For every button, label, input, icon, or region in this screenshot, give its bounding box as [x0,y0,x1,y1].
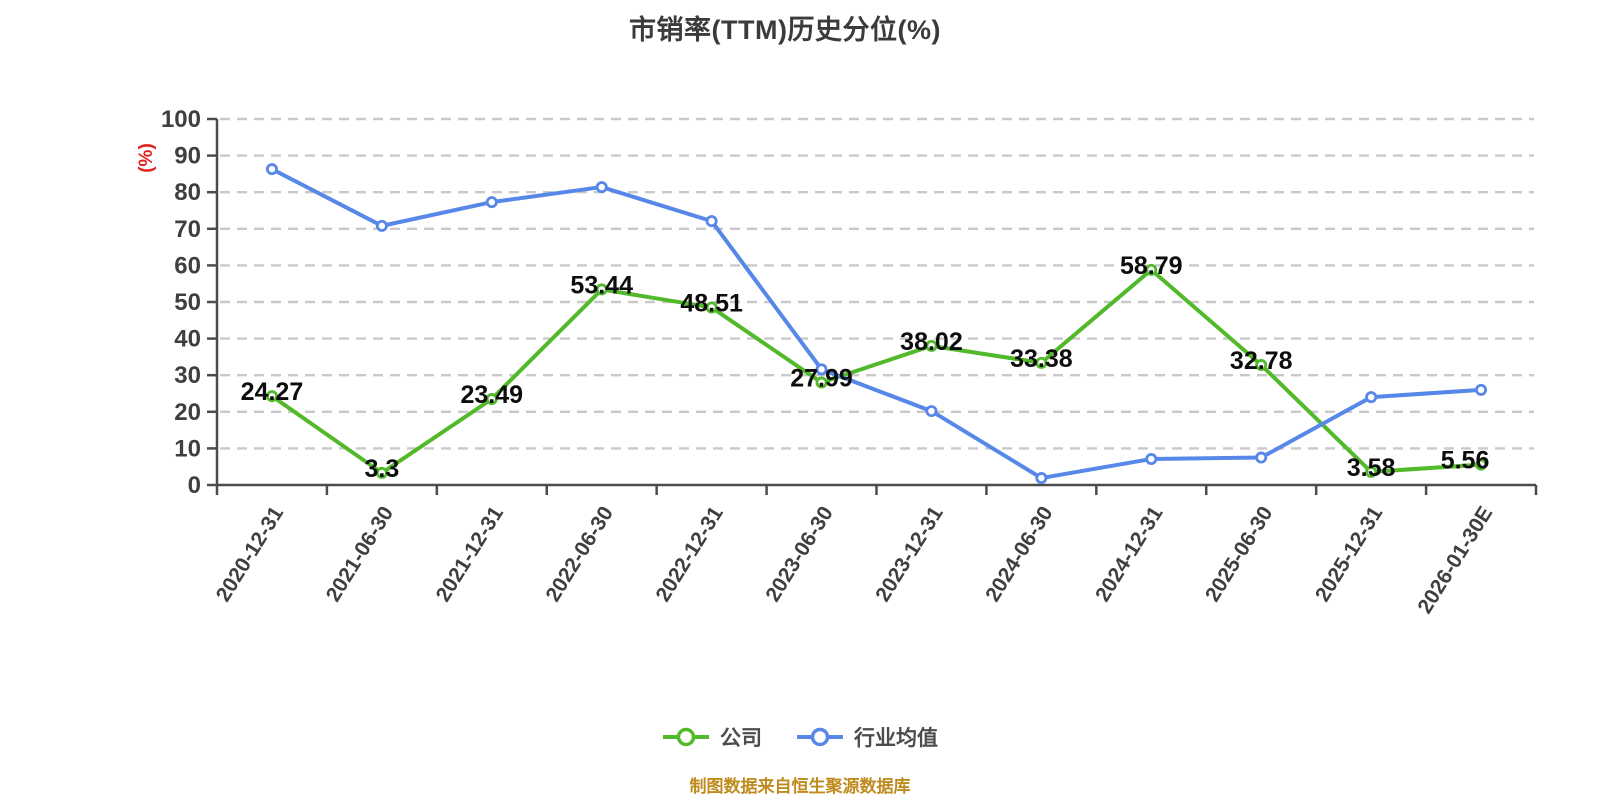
y-axis-tick-label: 40 [174,326,201,353]
y-axis-tick-label: 50 [174,289,201,316]
chart-title: 市销率(TTM)历史分位(%) [629,15,941,45]
data-point-label: 53.44 [570,271,633,299]
y-axis-tick-label: 100 [161,106,201,133]
x-axis-tick-label: 2022-06-30 [542,502,618,605]
data-point-marker[interactable] [375,219,388,232]
data-point-marker[interactable] [485,393,498,406]
data-point-marker[interactable] [925,405,938,418]
y-axis-tick-label: 0 [188,472,201,499]
data-point-label: 48.51 [680,289,743,317]
x-axis-tick-label: 2026-01-30E [1413,502,1497,617]
data-point-marker[interactable] [595,283,608,296]
x-axis-tick-label: 2023-06-30 [761,502,837,605]
data-point-marker[interactable] [1145,453,1158,466]
x-axis-tick-label: 2024-12-31 [1091,502,1168,606]
data-point-marker[interactable] [1255,359,1268,372]
data-point-marker[interactable] [1035,472,1048,485]
data-point-marker[interactable] [485,196,498,209]
x-axis-tick-label: 2020-12-31 [212,502,289,606]
data-point-marker[interactable] [1365,391,1378,404]
y-axis-tick-label: 80 [174,179,201,206]
y-axis-tick-label: 60 [174,252,201,279]
x-axis-tick-label: 2025-06-30 [1201,502,1277,605]
data-point-marker[interactable] [925,339,938,352]
data-point-marker[interactable] [265,163,278,176]
data-point-marker[interactable] [705,301,718,314]
data-point-label: 24.27 [241,378,304,406]
legend-label-industry: 行业均值 [854,727,938,750]
x-axis-tick-label: 2025-12-31 [1311,502,1388,606]
x-axis-tick-label: 2023-12-31 [871,502,948,606]
data-point-label: 27.99 [790,365,853,393]
data-point-label: 3.58 [1347,454,1396,482]
data-point-marker[interactable] [1475,383,1488,396]
data-point-marker[interactable] [1475,458,1488,471]
legend-item-company[interactable]: 公司 [662,722,762,752]
data-point-marker[interactable] [1035,356,1048,369]
data-point-marker[interactable] [815,376,828,389]
data-point-label: 58.79 [1120,252,1183,280]
x-axis-tick-label: 2022-12-31 [651,502,728,606]
data-point-marker[interactable] [815,363,828,376]
y-axis-tick-label: 90 [174,143,201,170]
data-point-marker[interactable] [705,215,718,228]
y-axis-tick-label: 70 [174,216,201,243]
data-point-marker[interactable] [375,466,388,479]
data-point-label: 33.38 [1010,345,1073,373]
data-point-label: 23.49 [461,381,524,409]
data-source-note: 制图数据来自恒生聚源数据库 [689,777,911,796]
data-point-marker[interactable] [1255,451,1268,464]
data-point-marker[interactable] [265,390,278,403]
industry-series-line [269,167,1484,481]
x-axis-tick-label: 2024-06-30 [981,502,1057,605]
data-point-marker[interactable] [1145,263,1158,276]
y-axis-unit-label: (%) [136,143,157,173]
x-axis-tick-label: 2021-06-30 [322,502,398,605]
data-point-label: 5.56 [1441,447,1490,475]
industry-line-marker-icon [797,727,843,747]
y-axis-tick-label: 20 [174,399,201,426]
legend-label-company: 公司 [720,727,762,750]
company-line-marker-icon [663,727,709,747]
data-point-label: 3.3 [364,455,399,483]
company-series-line [269,267,1484,475]
legend-item-industry[interactable]: 行业均值 [796,722,938,752]
data-point-marker[interactable] [595,181,608,194]
x-axis-tick-label: 2021-12-31 [432,502,509,606]
chart-legend: 公司 行业均值 [0,722,1600,752]
y-axis-tick-label: 10 [174,435,201,462]
data-point-label: 32.78 [1230,347,1293,375]
data-point-marker[interactable] [1365,465,1378,478]
data-point-label: 38.02 [900,328,963,356]
y-axis-tick-label: 30 [174,362,201,389]
